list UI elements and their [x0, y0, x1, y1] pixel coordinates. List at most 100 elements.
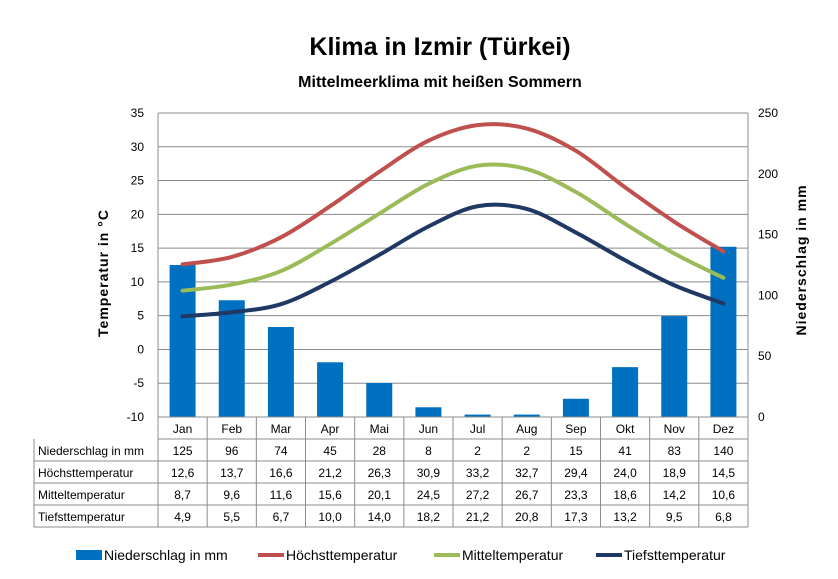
- series-line: [180, 162, 726, 293]
- category-label: Nov: [664, 422, 685, 436]
- right-tick-label: 0: [758, 410, 765, 424]
- right-tick-label: 200: [758, 167, 778, 181]
- table-cell: 2: [474, 444, 481, 458]
- table-row-label: Niederschlag in mm: [38, 444, 144, 458]
- table-cell: 5,5: [223, 510, 240, 524]
- legend-label: Höchsttemperatur: [286, 547, 398, 563]
- category-label: Jan: [173, 422, 192, 436]
- table-cell: 8,7: [174, 488, 191, 502]
- table-cell: 12,6: [171, 466, 195, 480]
- table-cell: 9,6: [223, 488, 240, 502]
- table-cell: 10,0: [318, 510, 342, 524]
- legend-label: Mitteltemperatur: [462, 547, 563, 563]
- category-label: Aug: [516, 422, 537, 436]
- series-line: [180, 202, 726, 319]
- table-cell: 13,2: [613, 510, 637, 524]
- chart-subtitle: Mittelmeerklima mit heißen Sommern: [298, 74, 582, 91]
- category-label: Jul: [470, 422, 485, 436]
- precipitation-bar: [366, 382, 393, 417]
- table-cell: 21,2: [466, 510, 490, 524]
- table-cell: 74: [274, 444, 288, 458]
- category-label: Jun: [419, 422, 438, 436]
- table-cell: 4,9: [174, 510, 191, 524]
- precipitation-bar: [415, 407, 442, 417]
- table-cell: 2: [523, 444, 530, 458]
- left-tick-label: 0: [137, 342, 144, 356]
- axes: [157, 113, 749, 418]
- table-cell: 13,7: [220, 466, 244, 480]
- table-cell: 28: [373, 444, 387, 458]
- right-tick-label: 150: [758, 228, 778, 242]
- category-label: Apr: [321, 422, 340, 436]
- series-line: [180, 122, 726, 267]
- gridlines: [158, 112, 748, 418]
- temperature-lines: [180, 122, 726, 319]
- table-cell: 20,1: [368, 488, 392, 502]
- legend: Niederschlag in mm Höchsttemperatur Mittel…: [76, 547, 726, 563]
- precipitation-bar: [562, 398, 589, 417]
- table-cell: 30,9: [417, 466, 441, 480]
- table-cell: 23,3: [564, 488, 588, 502]
- left-tick-label: 10: [131, 275, 145, 289]
- table-cell: 15,6: [318, 488, 342, 502]
- precipitation-bar: [661, 316, 688, 417]
- precipitation-bar: [513, 414, 540, 417]
- category-label: Dez: [713, 422, 734, 436]
- left-tick-label: 30: [131, 140, 145, 154]
- table-cell: 26,7: [515, 488, 539, 502]
- right-tick-label: 250: [758, 106, 778, 120]
- left-tick-label: -5: [133, 376, 144, 390]
- table-cell: 17,3: [564, 510, 588, 524]
- table-cell: 33,2: [466, 466, 490, 480]
- left-tick-label: -10: [127, 410, 145, 424]
- category-label: Okt: [616, 422, 635, 436]
- table-cell: 83: [668, 444, 682, 458]
- table-row-label: Höchsttemperatur: [38, 466, 133, 480]
- precipitation-bar: [317, 362, 344, 417]
- left-axis-label: Temperatur in °C: [95, 209, 111, 337]
- precipitation-bar: [464, 414, 491, 417]
- table-cell: 26,3: [368, 466, 392, 480]
- table-cell: 125: [173, 444, 193, 458]
- data-table: Jan Feb Mar Apr Mai Jun Jul Aug Sep Okt Nov Dez Nied…: [33, 417, 749, 528]
- table-cell: 21,2: [318, 466, 342, 480]
- table-cell: 18,9: [663, 466, 687, 480]
- table-cell: 32,7: [515, 466, 539, 480]
- chart-title: Klima in Izmir (Türkei): [309, 33, 570, 61]
- table-cell: 8: [425, 444, 432, 458]
- table-cell: 14,2: [663, 488, 687, 502]
- table-cell: 20,8: [515, 510, 539, 524]
- category-label: Feb: [221, 422, 242, 436]
- right-tick-label: 50: [758, 349, 772, 363]
- left-tick-label: 5: [137, 309, 144, 323]
- table-cell: 29,4: [564, 466, 588, 480]
- table-cell: 6,8: [715, 510, 732, 524]
- table-cell: 15: [569, 444, 583, 458]
- precipitation-bar: [267, 327, 294, 417]
- left-tick-label: 35: [131, 106, 145, 120]
- legend-label: Tiefsttemperatur: [624, 547, 726, 563]
- table-cell: 10,6: [712, 488, 736, 502]
- table-cell: 16,6: [269, 466, 293, 480]
- table-cell: 24,0: [613, 466, 637, 480]
- precipitation-bar: [218, 300, 245, 417]
- table-cell: 96: [225, 444, 239, 458]
- left-tick-label: 25: [131, 174, 145, 188]
- right-axis-label: Niederschlag in mm: [793, 184, 809, 335]
- table-cell: 27,2: [466, 488, 490, 502]
- precipitation-bar: [612, 367, 639, 417]
- legend-swatch: [76, 550, 102, 560]
- table-cell: 6,7: [273, 510, 290, 524]
- left-tick-label: 15: [131, 241, 145, 255]
- right-tick-label: 100: [758, 288, 778, 302]
- table-cell: 18,6: [613, 488, 637, 502]
- legend-label: Niederschlag in mm: [104, 547, 228, 563]
- table-cell: 11,6: [270, 488, 293, 502]
- category-label: Mai: [370, 422, 389, 436]
- table-cell: 140: [713, 444, 733, 458]
- table-cell: 18,2: [417, 510, 441, 524]
- left-tick-label: 20: [131, 207, 145, 221]
- table-cell: 24,5: [417, 488, 441, 502]
